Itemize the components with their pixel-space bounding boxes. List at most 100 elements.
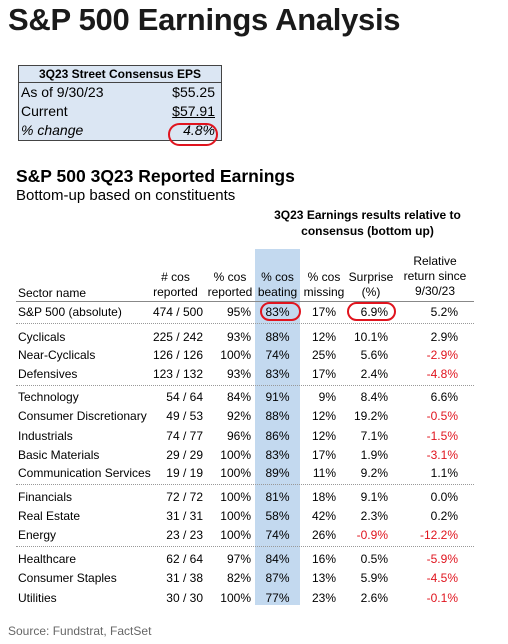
eps-row-as-of: As of 9/30/23 $55.25 <box>19 83 221 102</box>
group-divider <box>16 385 474 386</box>
cell-pct-beating: 91% <box>265 390 290 404</box>
cell-surprise: 5.6% <box>360 348 388 362</box>
cell-surprise: 6.9% <box>360 305 388 319</box>
cell-pct-reported: 95% <box>226 305 251 319</box>
cell-pct-missing: 17% <box>311 448 336 462</box>
col-header-relative: Relative return since 9/30/23 <box>403 254 467 298</box>
cell-cos-reported: 72 / 72 <box>166 490 203 504</box>
consensus-eps-box: 3Q23 Street Consensus EPS As of 9/30/23 … <box>18 65 222 141</box>
cell-sector: Energy <box>18 528 57 542</box>
cell-pct-beating: 87% <box>265 571 290 585</box>
cell-pct-beating: 77% <box>265 591 290 605</box>
cell-surprise: 0.5% <box>360 552 388 566</box>
cell-pct-missing: 11% <box>312 466 336 480</box>
highlight-circle-surprise <box>347 302 396 321</box>
cell-relative-return: -0.1% <box>426 591 458 605</box>
cell-sector: Financials <box>18 490 73 504</box>
cell-pct-beating: 83% <box>265 448 290 462</box>
cell-cos-reported: 62 / 64 <box>166 552 203 566</box>
group-divider <box>16 546 474 547</box>
cell-sector: Cyclicals <box>18 330 66 344</box>
cell-pct-beating: 86% <box>265 429 290 443</box>
cell-pct-beating: 58% <box>265 509 290 523</box>
cell-pct-reported: 92% <box>226 409 251 423</box>
cell-pct-reported: 84% <box>226 390 251 404</box>
cell-pct-beating: 74% <box>265 528 290 542</box>
col-header-sector: Sector name <box>18 286 87 300</box>
cell-pct-beating: 84% <box>265 552 290 566</box>
cell-pct-missing: 9% <box>318 390 336 404</box>
cell-pct-beating: 88% <box>265 409 290 423</box>
cell-cos-reported: 225 / 242 <box>152 330 203 344</box>
cell-relative-return: -3.1% <box>426 448 458 462</box>
cell-pct-missing: 25% <box>311 348 336 362</box>
eps-value: $57.91 <box>172 103 215 119</box>
cell-surprise: 9.1% <box>360 490 388 504</box>
eps-row-current: Current $57.91 <box>19 102 221 121</box>
cell-pct-reported: 100% <box>220 591 251 605</box>
cell-pct-beating: 83% <box>265 367 290 381</box>
cell-pct-missing: 12% <box>311 409 336 423</box>
page-title: S&P 500 Earnings Analysis <box>8 2 401 37</box>
cell-sector: Technology <box>18 390 79 404</box>
cell-surprise: 2.4% <box>360 367 388 381</box>
cell-relative-return: -5.9% <box>426 552 458 566</box>
cell-pct-missing: 42% <box>311 509 336 523</box>
cell-relative-return: -4.8% <box>426 367 458 381</box>
cell-relative-return: 5.2% <box>430 305 458 319</box>
cell-sector: Basic Materials <box>18 448 100 462</box>
cell-sector: Utilities <box>18 591 57 605</box>
cell-pct-reported: 100% <box>220 448 251 462</box>
results-header: 3Q23 Earnings results relative to consen… <box>274 208 461 238</box>
cell-sector: S&P 500 (absolute) <box>18 305 122 319</box>
cell-pct-missing: 12% <box>311 429 336 443</box>
highlight-circle-beating <box>260 302 301 321</box>
cell-surprise: 9.2% <box>360 466 388 480</box>
cell-relative-return: -12.2% <box>419 528 458 542</box>
cell-pct-reported: 100% <box>220 490 251 504</box>
cell-cos-reported: 123 / 132 <box>152 367 203 381</box>
cell-pct-missing: 18% <box>311 490 336 504</box>
cell-surprise: 10.1% <box>353 330 388 344</box>
cell-pct-beating: 74% <box>265 348 290 362</box>
cell-pct-missing: 17% <box>311 367 336 381</box>
source-note: Source: Fundstrat, FactSet <box>8 624 152 638</box>
cell-surprise: 1.9% <box>360 448 388 462</box>
col-header-pct-missing: % cos missing <box>303 270 345 299</box>
cell-sector: Consumer Staples <box>18 571 117 585</box>
highlight-circle-eps-change <box>168 123 218 146</box>
cell-pct-beating: 88% <box>265 330 290 344</box>
cell-sector: Industrials <box>18 429 73 443</box>
cell-cos-reported: 474 / 500 <box>152 305 203 319</box>
cell-sector: Near-Cyclicals <box>18 348 96 362</box>
cell-cos-reported: 74 / 77 <box>166 429 203 443</box>
cell-surprise: -0.9% <box>356 528 388 542</box>
cell-pct-reported: 100% <box>220 528 251 542</box>
cell-surprise: 2.3% <box>360 509 388 523</box>
cell-relative-return: -1.5% <box>426 429 458 443</box>
cell-surprise: 19.2% <box>353 409 388 423</box>
cell-pct-missing: 23% <box>311 591 336 605</box>
cell-pct-reported: 100% <box>220 466 251 480</box>
header-divider <box>16 301 474 302</box>
cell-cos-reported: 29 / 29 <box>166 448 203 462</box>
cell-pct-reported: 100% <box>220 509 251 523</box>
cell-cos-reported: 23 / 23 <box>166 528 203 542</box>
cell-pct-beating: 81% <box>265 490 290 504</box>
cell-cos-reported: 49 / 53 <box>166 409 203 423</box>
cell-pct-reported: 96% <box>226 429 251 443</box>
col-header-cos-reported: # cos reported <box>153 270 198 299</box>
eps-label: % change <box>21 122 84 138</box>
cell-cos-reported: 30 / 30 <box>166 591 203 605</box>
cell-relative-return: 1.1% <box>430 466 458 480</box>
cell-relative-return: 0.2% <box>430 509 458 523</box>
cell-relative-return: -2.9% <box>426 348 458 362</box>
cell-cos-reported: 19 / 19 <box>166 466 203 480</box>
cell-pct-missing: 13% <box>311 571 336 585</box>
cell-pct-missing: 12% <box>311 330 336 344</box>
cell-relative-return: 2.9% <box>430 330 458 344</box>
eps-value: $55.25 <box>172 84 215 100</box>
cell-cos-reported: 126 / 126 <box>152 348 203 362</box>
cell-pct-reported: 82% <box>226 571 251 585</box>
cell-sector: Defensives <box>18 367 78 381</box>
